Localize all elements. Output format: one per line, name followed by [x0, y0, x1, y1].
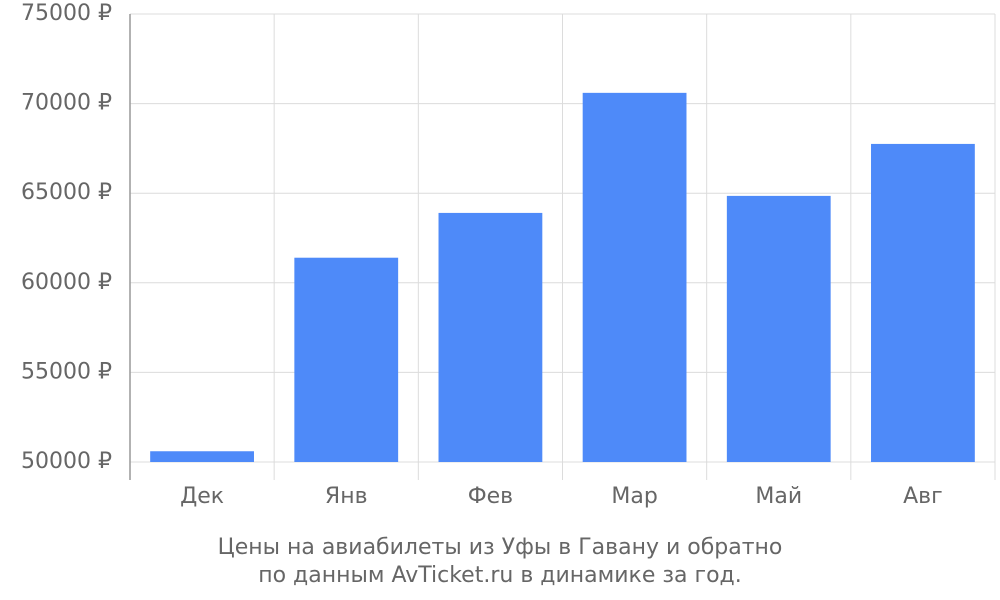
y-tick-label: 60000 ₽ [21, 270, 112, 295]
bar [871, 143, 975, 463]
bar [150, 451, 254, 462]
x-tick-label: Янв [325, 484, 368, 509]
bar [726, 195, 831, 462]
y-tick-label: 65000 ₽ [21, 180, 112, 205]
bar [438, 212, 543, 462]
chart-title: Цены на авиабилеты из Уфы в Гавану и обр… [218, 535, 783, 560]
bar [294, 257, 399, 462]
y-tick-label: 55000 ₽ [21, 359, 112, 384]
y-tick-label: 75000 ₽ [21, 1, 112, 26]
x-tick-label: Фев [468, 484, 513, 509]
bar [582, 92, 687, 463]
x-tick-label: Мар [611, 484, 657, 509]
chart-title: по данным AvTicket.ru в динамике за год. [258, 563, 742, 588]
y-tick-label: 50000 ₽ [21, 449, 112, 474]
y-tick-label: 70000 ₽ [21, 91, 112, 116]
x-tick-label: Май [755, 484, 802, 509]
x-tick-label: Авг [903, 484, 943, 509]
x-tick-label: Дек [180, 484, 224, 509]
